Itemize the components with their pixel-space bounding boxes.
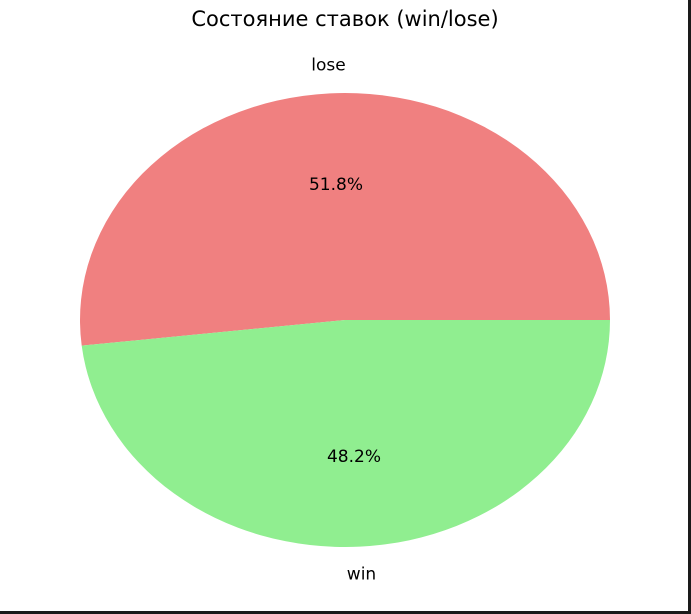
pie-slices [80, 93, 611, 548]
slice-percent-lose: 51.8% [309, 175, 363, 195]
slice-label-lose: lose [311, 56, 345, 76]
bottom-border-line [0, 611, 691, 614]
chart-title: Состояние ставок (win/lose) [191, 7, 498, 31]
slice-percent-win: 48.2% [327, 447, 381, 467]
right-border-line [688, 0, 691, 614]
pie-labels: lose 51.8% win 48.2% [309, 56, 381, 585]
slice-label-win: win [347, 564, 376, 584]
pie-slice-win [81, 320, 610, 548]
pie-slice-lose [80, 93, 611, 346]
